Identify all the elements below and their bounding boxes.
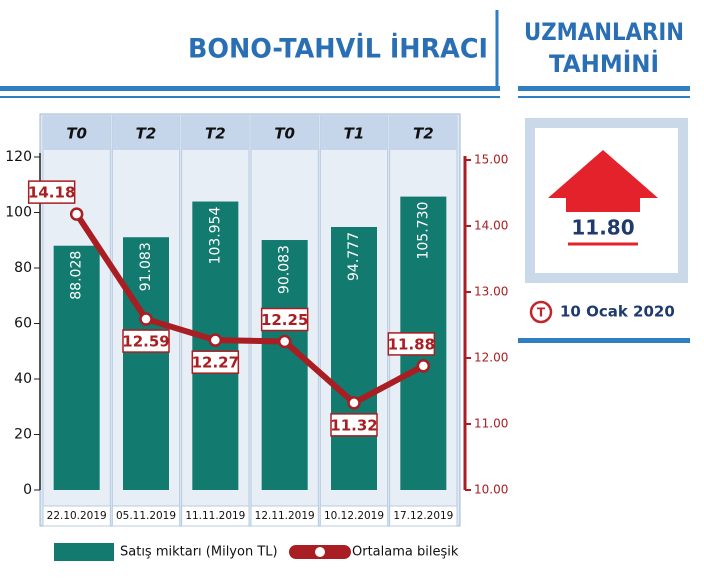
line-point bbox=[208, 333, 223, 347]
line-value-label: 12.25 bbox=[261, 311, 308, 329]
term-label: T0 bbox=[274, 125, 295, 143]
term-label: T1 bbox=[344, 125, 365, 143]
line-label-box bbox=[260, 307, 309, 332]
x-tick-label: 11.11.2019 bbox=[185, 509, 245, 522]
line-label-box bbox=[387, 332, 436, 356]
line-value-label: 12.27 bbox=[192, 354, 239, 372]
bar-value-label: 90.083 bbox=[277, 245, 293, 294]
column-header bbox=[112, 116, 180, 150]
chart: T0 22.10.2019 T2 05.11.2019 T2 11.11.2019 T0 12… bbox=[5, 115, 508, 561]
legend-swatch bbox=[54, 543, 114, 561]
y2-tick-label: 12.00 bbox=[474, 351, 508, 365]
x-tick-label: 05.11.2019 bbox=[116, 509, 176, 522]
line-label-box bbox=[122, 329, 170, 353]
column-header bbox=[181, 116, 249, 150]
bar-value-label: 91.083 bbox=[138, 242, 154, 291]
logo bbox=[529, 300, 553, 324]
bar-value-label: 94.777 bbox=[346, 232, 362, 281]
chart-title: BONO-TAHVİL İHRACI bbox=[188, 33, 488, 65]
term-label: T2 bbox=[413, 125, 434, 143]
line-value-label: 12.59 bbox=[122, 333, 169, 351]
bar bbox=[331, 226, 377, 490]
legend-swatch bbox=[315, 547, 325, 557]
bar-value-label: 103.954 bbox=[207, 206, 223, 264]
line-value-label: 14.18 bbox=[28, 184, 75, 202]
forecast-date: 10 Ocak 2020 bbox=[560, 303, 675, 321]
legend-label: Ortalama bileşik bbox=[352, 545, 459, 560]
x-tick-label: 12.11.2019 bbox=[255, 509, 315, 522]
legend-label: Satış miktarı (Milyon TL) bbox=[120, 545, 278, 560]
y-tick-label: 20 bbox=[14, 427, 32, 443]
x-tick-label: 17.12.2019 bbox=[393, 509, 453, 522]
column-header bbox=[251, 116, 319, 150]
y-tick-label: 60 bbox=[14, 316, 32, 332]
date-cell bbox=[42, 505, 111, 527]
term-label: T2 bbox=[205, 125, 226, 143]
bar bbox=[123, 237, 169, 490]
forecast-rule bbox=[518, 96, 690, 98]
line-point bbox=[416, 359, 431, 373]
forecast-rule bbox=[518, 338, 690, 343]
x-tick-label: 10.12.2019 bbox=[324, 509, 384, 522]
line-value-label: 11.88 bbox=[388, 335, 435, 353]
forecast-rule bbox=[518, 86, 690, 91]
line-label-box bbox=[27, 180, 76, 204]
y-tick-label: 40 bbox=[14, 371, 32, 387]
bar-value-label: 88.028 bbox=[69, 251, 85, 300]
line-point bbox=[277, 334, 292, 349]
line-point bbox=[347, 396, 361, 410]
term-label: T0 bbox=[66, 125, 87, 143]
y2-tick-label: 14.00 bbox=[474, 219, 508, 233]
date-cell bbox=[111, 505, 181, 527]
bar bbox=[261, 240, 308, 490]
line-value-label: 11.32 bbox=[330, 416, 377, 434]
y-tick-label: 120 bbox=[5, 149, 32, 165]
forecast-title: TAHMİNİ bbox=[549, 49, 659, 78]
line-label-box bbox=[191, 350, 240, 374]
line-point bbox=[139, 312, 153, 326]
date-cell bbox=[319, 505, 389, 527]
forecast-value: 11.80 bbox=[571, 216, 634, 240]
term-label: T2 bbox=[136, 125, 157, 143]
y2-tick-label: 10.00 bbox=[474, 483, 508, 497]
line-point bbox=[69, 207, 84, 221]
forecast-title: UZMANLARIN bbox=[524, 18, 684, 46]
date-cell bbox=[181, 505, 250, 527]
line bbox=[74, 212, 425, 406]
y-tick-label: 100 bbox=[5, 205, 32, 221]
title-rule bbox=[0, 86, 500, 91]
bar-value-label: 105.730 bbox=[415, 202, 431, 260]
column-header bbox=[389, 116, 457, 150]
bar bbox=[53, 245, 100, 490]
column-header bbox=[43, 116, 111, 150]
y-tick-label: 0 bbox=[23, 482, 32, 498]
y2-tick-label: 11.00 bbox=[474, 417, 508, 431]
arrow-label-bg bbox=[566, 212, 640, 242]
line-label-box bbox=[330, 413, 378, 437]
y2-tick-label: 13.00 bbox=[474, 285, 508, 299]
title-rule bbox=[0, 96, 500, 98]
column-header bbox=[320, 116, 388, 150]
y-tick-label: 80 bbox=[14, 260, 32, 276]
logo-text: T bbox=[537, 306, 546, 320]
date-cell bbox=[250, 505, 319, 527]
date-cell bbox=[389, 505, 458, 527]
y2-tick-label: 15.00 bbox=[474, 153, 508, 167]
x-tick-label: 22.10.2019 bbox=[47, 509, 107, 522]
